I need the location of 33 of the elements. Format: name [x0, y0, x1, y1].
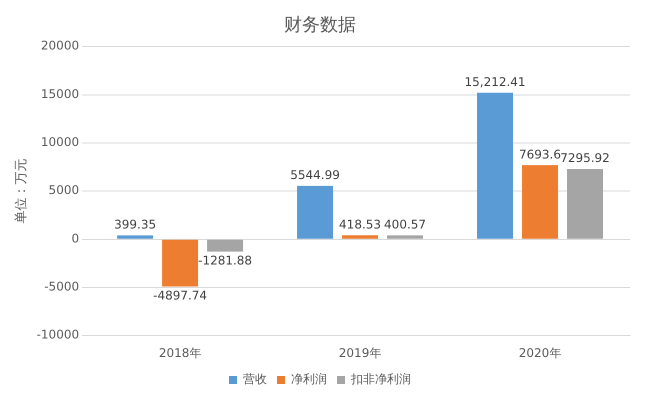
x-tick-label: 2020年 [518, 346, 562, 360]
legend-label: 营收 [243, 372, 267, 386]
data-label: -4897.74 [153, 288, 208, 303]
y-tick-label: 0 [71, 231, 80, 246]
bar [162, 240, 198, 286]
bar [522, 165, 558, 239]
bar [117, 235, 154, 239]
x-tick-label: 2019年 [338, 346, 382, 360]
chart-title: 财务数据 [284, 14, 356, 36]
bar [387, 235, 424, 239]
y-axis-title: 单位：万元 [14, 158, 30, 224]
data-label: 15,212.41 [464, 74, 526, 89]
data-label: 5544.99 [290, 168, 340, 182]
y-tick-label: -10000 [36, 328, 80, 342]
data-label: 7295.92 [560, 151, 610, 166]
y-tick-label: 10000 [40, 135, 80, 150]
x-tick-label: 2018年 [158, 346, 202, 360]
y-tick-label: 20000 [40, 38, 80, 53]
data-label: 7693.6 [519, 147, 562, 162]
bar [297, 186, 334, 239]
data-label: 400.57 [384, 218, 426, 232]
bar [567, 168, 604, 239]
y-tick-label: -5000 [44, 280, 80, 294]
bar [477, 92, 514, 239]
y-tick-label: 5000 [48, 183, 80, 198]
bar [207, 240, 244, 252]
data-label: 399.35 [114, 218, 156, 232]
y-tick-label: 15000 [40, 86, 80, 101]
legend-label: 扣非净利润 [350, 372, 411, 386]
data-label: -1281.88 [198, 254, 252, 268]
legend-label: 净利润 [291, 372, 327, 386]
bar [342, 235, 378, 239]
data-label: 418.53 [339, 217, 382, 232]
